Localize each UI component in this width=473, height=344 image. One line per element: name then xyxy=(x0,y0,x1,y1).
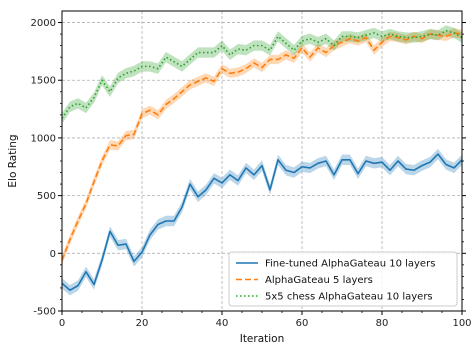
x-tick-label: 40 xyxy=(216,318,229,329)
series-line-1 xyxy=(61,153,463,292)
x-tick-label: 80 xyxy=(376,318,389,329)
y-tick-label: 500 xyxy=(37,191,56,202)
y-tick-label: 2000 xyxy=(31,18,56,29)
legend-label-1: Fine-tuned AlphaGateau 10 layers xyxy=(265,259,435,270)
y-axis-label: Elo Rating xyxy=(7,134,19,187)
legend-label-3: 5x5 chess AlphaGateau 10 layers xyxy=(265,292,433,303)
y-tick-label: 0 xyxy=(50,249,56,260)
legend-label-2: AlphaGateau 5 layers xyxy=(265,275,373,286)
series-line-2 xyxy=(61,32,463,261)
legend: Fine-tuned AlphaGateau 10 layers AlphaGat… xyxy=(228,251,458,307)
legend-box xyxy=(228,251,458,307)
x-axis-label: Iteration xyxy=(240,333,285,344)
x-tick-label: 100 xyxy=(452,318,471,329)
y-tick-label: 1500 xyxy=(31,76,56,87)
y-tick-label: 1000 xyxy=(31,133,56,144)
x-tick-label: 0 xyxy=(59,318,65,329)
y-tick-label: -500 xyxy=(33,307,56,318)
x-tick-label: 20 xyxy=(136,318,149,329)
series-line-3 xyxy=(61,29,463,119)
x-tick-label: 60 xyxy=(296,318,309,329)
series-lines xyxy=(61,29,463,292)
series-band-1 xyxy=(62,148,462,296)
